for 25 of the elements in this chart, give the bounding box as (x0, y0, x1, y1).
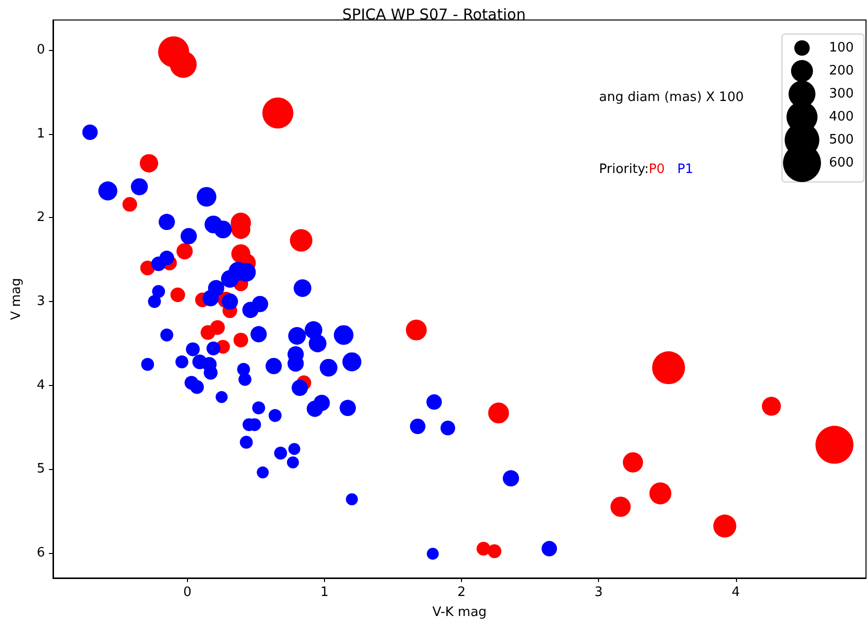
chart-title: SPICA WP S07 - Rotation (342, 6, 526, 24)
y-tick-label: 3 (36, 294, 45, 310)
x-tick-label: 2 (457, 585, 466, 600)
legend-title: Priority: (599, 162, 649, 177)
legend-label: 200 (829, 64, 854, 78)
y-axis-title: V mag (9, 278, 24, 320)
x-tick-label: 3 (594, 585, 603, 600)
y-tick-label: 4 (36, 378, 45, 393)
legend-label: 100 (829, 40, 854, 56)
legend-label: 300 (829, 86, 854, 102)
legend-label: 600 (829, 156, 854, 170)
legend-label: 500 (829, 132, 854, 148)
y-tick-label: 2 (36, 210, 45, 226)
text: P0 (648, 162, 665, 177)
y-tick-label: 5 (36, 462, 45, 477)
x-tick-label: 1 (320, 585, 329, 600)
text: P1 (677, 162, 694, 177)
y-tick-label: 0 (36, 42, 45, 58)
annotation: ang diam (mas) X 100 (599, 90, 744, 105)
legend-label: 400 (829, 110, 854, 124)
x-tick-label: 0 (183, 585, 192, 600)
x-tick-label: 4 (732, 585, 740, 600)
y-tick-label: 6 (36, 545, 45, 560)
x-axis-title: V-K mag (432, 605, 487, 620)
y-tick-label: 1 (36, 126, 45, 142)
